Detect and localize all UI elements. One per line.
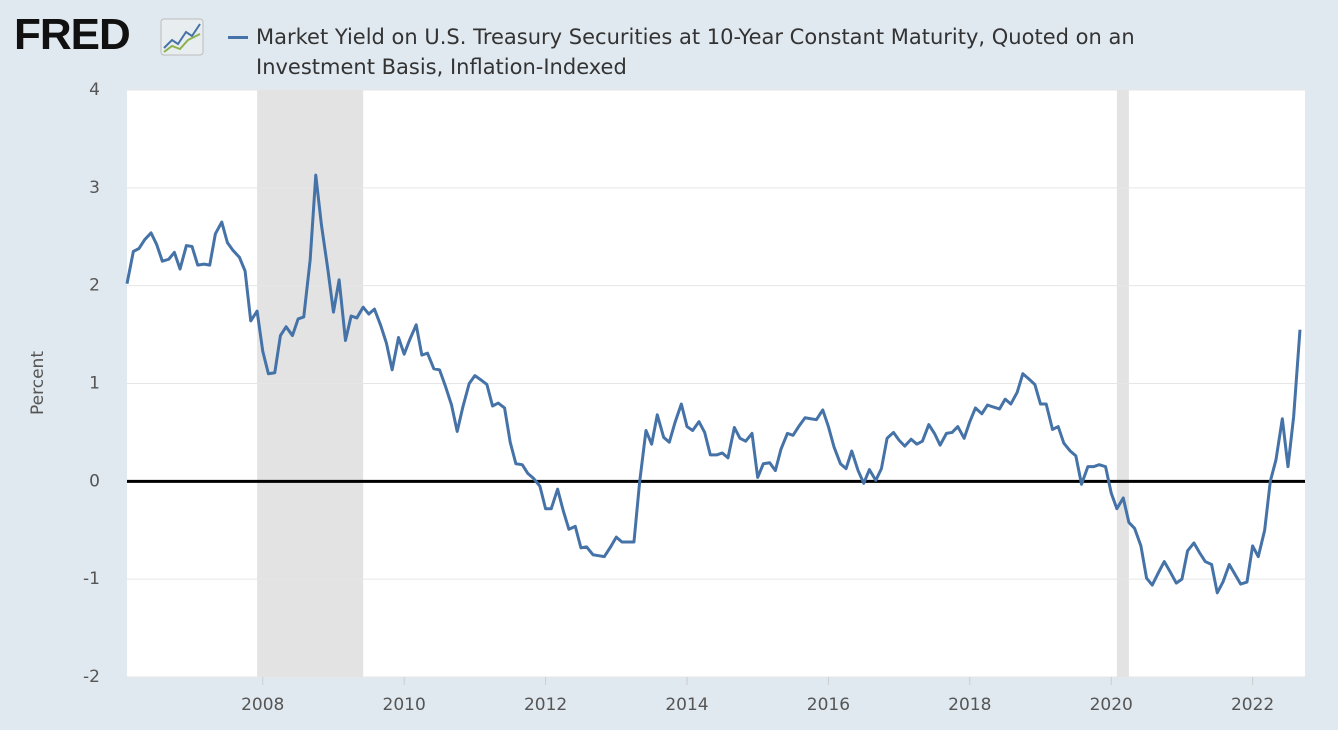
x-tick-label: 2018 [948,695,991,715]
logo-icon [160,18,204,56]
y-tick-label: 2 [89,276,100,296]
x-tick-label: 2016 [807,695,850,715]
x-tick-label: 2012 [524,695,567,715]
x-tick-label: 2020 [1090,695,1133,715]
y-tick-label: 4 [89,80,100,100]
legend-swatch [228,36,248,39]
logo: FRED [14,10,131,59]
x-tick-label: 2008 [241,695,284,715]
x-tick-label: 2010 [383,695,426,715]
y-tick-label: -1 [83,569,100,589]
y-tick-label: -2 [83,667,100,687]
y-tick-label: 1 [89,374,100,394]
x-tick-label: 2022 [1231,695,1274,715]
legend-title: Market Yield on U.S. Treasury Securities… [256,25,1135,79]
y-tick-label: 3 [89,178,100,198]
x-tick-label: 2014 [665,695,708,715]
y-tick-label: 0 [89,471,100,491]
series-line [125,173,1302,595]
y-axis-label: Percent [28,351,48,415]
